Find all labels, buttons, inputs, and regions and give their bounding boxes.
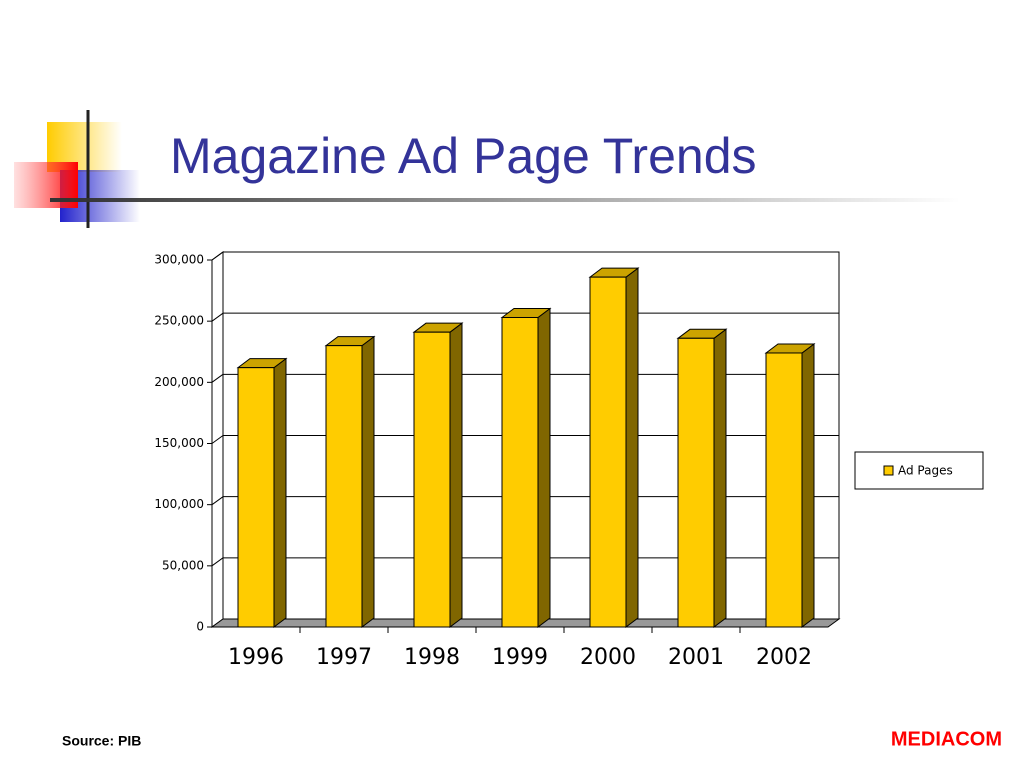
y-tick-label: 100,000 (154, 497, 204, 511)
x-tick-label: 1998 (404, 645, 460, 670)
bar (765, 352, 803, 628)
source: Source: PIB (62, 733, 141, 749)
x-tick-label: 2001 (668, 645, 724, 670)
legend-label: Ad Pages (898, 464, 953, 478)
x-tick-label: 1996 (228, 645, 284, 670)
x-tick-label: 1999 (492, 645, 548, 670)
y-tick-label: 0 (196, 620, 204, 634)
x-tick-label: 2000 (580, 645, 636, 670)
title: Magazine Ad Page Trends (170, 128, 757, 184)
x-tick-label: 1997 (316, 645, 372, 670)
bar-side (625, 267, 639, 628)
y-tick-label: 200,000 (154, 375, 204, 389)
y-tick-label: 250,000 (154, 314, 204, 328)
grid-line-side (211, 435, 224, 444)
x-tick-label: 2002 (756, 645, 812, 670)
brand: MEDIACOM (891, 728, 1002, 750)
bar (237, 367, 275, 628)
bar-side (449, 322, 463, 628)
bar (325, 345, 363, 628)
chart: 0 50,000 100,000 150,000 200,000 250,000 300,0… (154, 251, 984, 670)
grid-line-side (211, 312, 224, 322)
bar (501, 316, 539, 628)
bar (589, 276, 627, 628)
grid-line-side (211, 373, 224, 383)
y-tick-label: 300,000 (154, 253, 204, 267)
y-tick-label: 50,000 (162, 558, 204, 572)
bar-side (537, 307, 551, 628)
legend-box (854, 451, 984, 490)
title-rule (50, 198, 960, 202)
bar-side (273, 357, 287, 628)
legend-swatch (883, 465, 894, 476)
bar (677, 337, 715, 628)
y-tick-label: 150,000 (154, 436, 204, 450)
grid-line-side (211, 496, 224, 506)
grid-line-side (211, 557, 224, 567)
bar-side (361, 335, 375, 628)
bar (413, 331, 451, 628)
bar-side (801, 342, 815, 628)
bar-side (713, 328, 727, 628)
grid-line-side (211, 251, 224, 261)
